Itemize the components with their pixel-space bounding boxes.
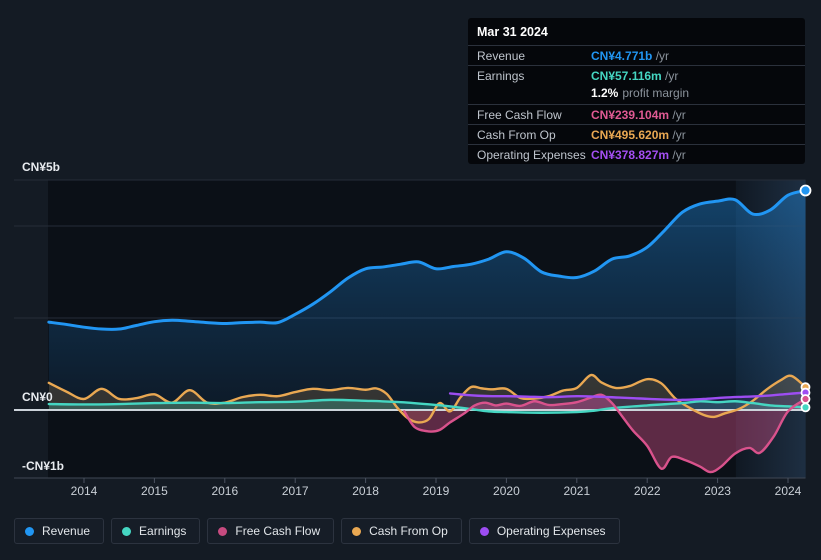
tooltip-label: Free Cash Flow: [477, 107, 562, 122]
tooltip-row-operating-expenses: Operating Expenses CN¥378.827m /yr: [468, 144, 805, 164]
legend-label: Earnings: [139, 524, 187, 538]
x-axis-label: 2015: [141, 484, 168, 498]
line-group: [47, 189, 806, 474]
tooltip-row-free-cash-flow: Free Cash Flow CN¥239.104m /yr: [468, 104, 805, 124]
tooltip-value: CN¥239.104m: [591, 107, 670, 122]
x-axis-label: 2014: [71, 484, 98, 498]
cash-from-op-legend-dot-icon: [352, 526, 362, 536]
tooltip-unit: /yr: [669, 127, 686, 142]
x-axis-label: 2022: [634, 484, 661, 498]
tooltip-label: Cash From Op: [477, 127, 556, 142]
earnings-end-marker: [800, 402, 811, 413]
free-cash-flow-line: [403, 393, 806, 474]
tooltip-date: Mar 31 2024: [477, 25, 548, 39]
x-axis-label: 2023: [704, 484, 731, 498]
x-axis-label: 2018: [352, 484, 379, 498]
legend-label: Cash From Op: [369, 524, 448, 538]
chart-tooltip: Mar 31 2024 Revenue CN¥4.771b /yr Earnings…: [468, 18, 805, 164]
operating-expenses-area: [450, 392, 806, 410]
tooltip-unit: /yr: [669, 107, 686, 122]
legend-label: Free Cash Flow: [235, 524, 321, 538]
free-cash-flow-legend-dot-icon: [218, 526, 228, 536]
revenue-legend-dot-icon: [25, 526, 34, 536]
tooltip-row-revenue: Revenue CN¥4.771b /yr: [468, 45, 805, 65]
x-axis-label: 2024: [775, 484, 802, 498]
x-axis-label: 2021: [563, 484, 590, 498]
legend-label: Operating Expenses: [496, 524, 606, 538]
tooltip-profit-margin: 1.2% profit margin: [468, 85, 805, 104]
profit-margin-value: 1.2%: [591, 85, 619, 100]
tooltip-value: CN¥57.116m: [591, 68, 662, 83]
series-group: [48, 190, 806, 473]
legend-item-revenue[interactable]: Revenue: [14, 518, 105, 544]
legend-item-free-cash-flow[interactable]: Free Cash Flow: [207, 518, 335, 544]
x-axis-label: 2020: [493, 484, 520, 498]
tooltip-unit: /yr: [661, 68, 679, 83]
y-axis-label: -CN¥1b: [22, 459, 64, 473]
x-axis-label: 2019: [423, 484, 450, 498]
financials-chart[interactable]: 2014 2015 2016 2017 2018 2019 2020 2021 2022 2023…: [0, 0, 821, 514]
legend-item-earnings[interactable]: Earnings: [111, 518, 201, 544]
legend: Revenue Earnings Free Cash Flow Cash From O…: [14, 518, 620, 544]
free-cash-flow-area: [404, 394, 806, 473]
legend-label: Revenue: [42, 524, 91, 538]
y-axis-label: CN¥0: [22, 390, 53, 404]
revenue-end-marker: [799, 184, 812, 197]
tooltip-label: Revenue: [477, 48, 526, 63]
profit-margin-text: profit margin: [622, 85, 690, 100]
tooltip-unit: /yr: [669, 147, 686, 162]
tooltip-value: CN¥495.620m: [591, 127, 670, 142]
legend-item-cash-from-op[interactable]: Cash From Op: [341, 518, 462, 544]
revenue-line: [47, 189, 806, 331]
earnings-legend-dot-icon: [122, 526, 132, 536]
earnings-line: [47, 398, 806, 414]
tooltip-value: CN¥4.771b: [591, 48, 653, 63]
revenue-area: [48, 190, 806, 410]
tooltip-label: Operating Expenses: [477, 147, 586, 162]
tooltip-value: CN¥378.827m: [591, 147, 670, 162]
x-axis-label: 2017: [282, 484, 309, 498]
operating-expenses-line: [448, 391, 806, 402]
legend-item-operating-expenses[interactable]: Operating Expenses: [468, 518, 620, 544]
tooltip-label: Earnings: [477, 68, 525, 83]
tooltip-row-earnings: Earnings CN¥57.116m /yr: [468, 65, 805, 85]
operating-expenses-legend-dot-icon: [479, 526, 489, 536]
tooltip-row-cash-from-op: Cash From Op CN¥495.620m /yr: [468, 124, 805, 144]
x-axis-label: 2016: [211, 484, 238, 498]
tooltip-unit: /yr: [652, 48, 670, 63]
y-axis-label: CN¥5b: [22, 160, 60, 174]
free-cash-flow-end-marker: [800, 394, 811, 404]
